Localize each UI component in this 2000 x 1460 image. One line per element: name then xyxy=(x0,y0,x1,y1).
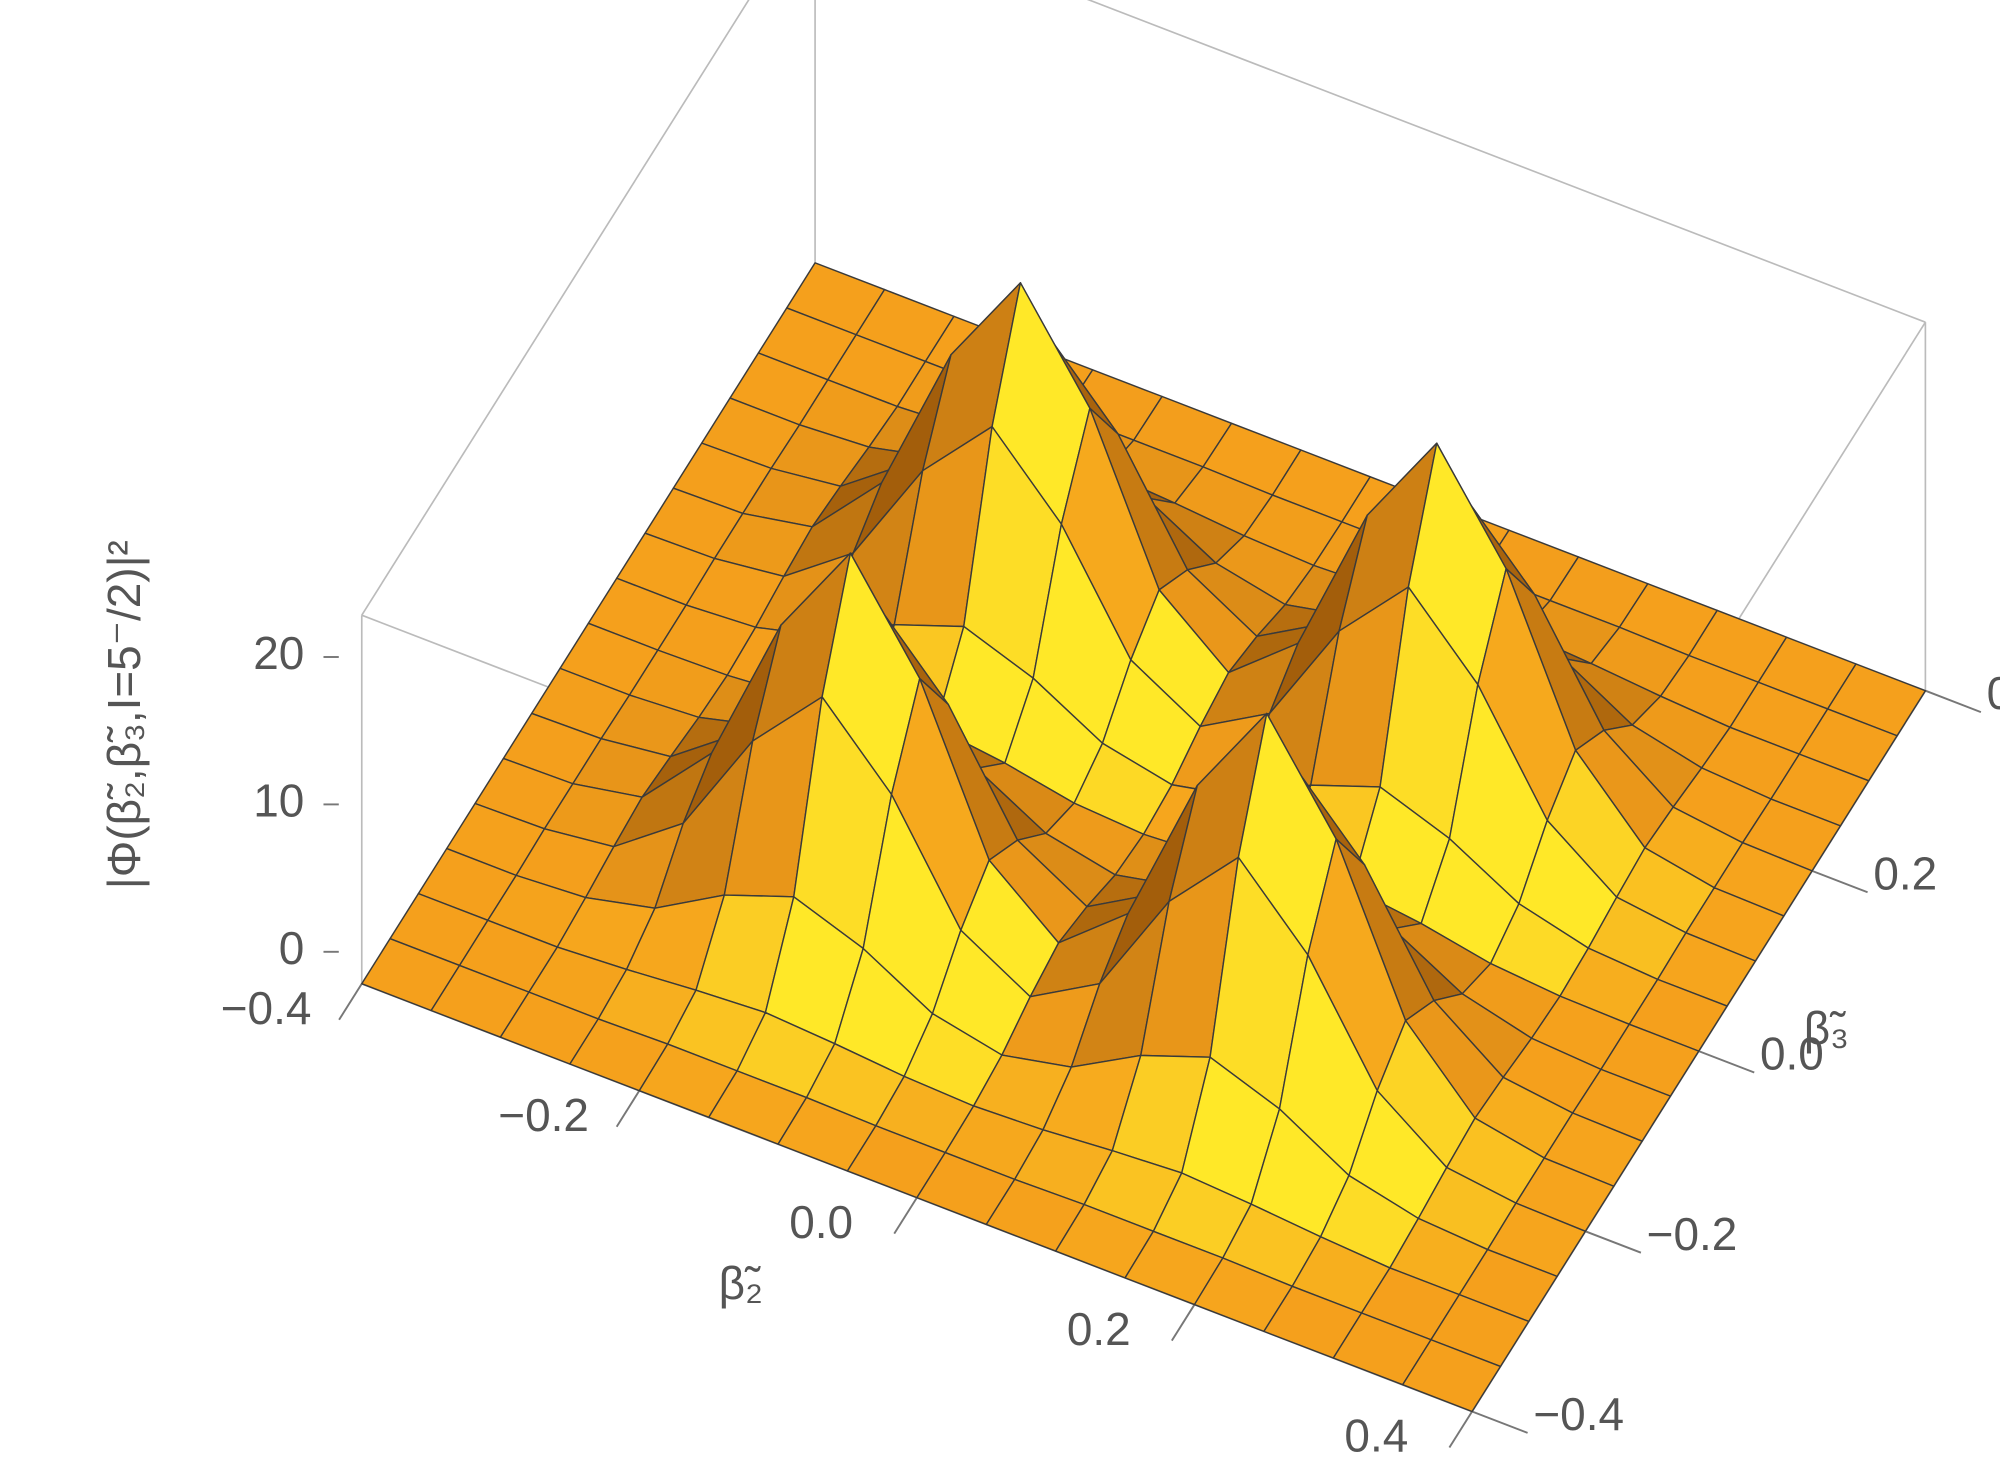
x-tick-label: −0.2 xyxy=(498,1089,589,1141)
x-tick-label: 0.2 xyxy=(1067,1303,1131,1355)
x-tick xyxy=(615,1090,641,1128)
x-tick-label: 0.0 xyxy=(789,1196,853,1248)
x-tick-label: 0.4 xyxy=(1344,1410,1408,1460)
y-tick xyxy=(1925,689,1982,713)
x-tick xyxy=(1448,1410,1473,1449)
y-tick-label: 0.2 xyxy=(1873,847,1937,899)
z-tick-label: 20 xyxy=(253,627,304,679)
y-tick xyxy=(1585,1230,1642,1254)
y-tick-label: 0.0 xyxy=(1760,1028,1824,1080)
y-tick-label: 0.4 xyxy=(1987,667,2000,719)
y-tick xyxy=(1698,1050,1755,1074)
x-tick xyxy=(1171,1304,1196,1342)
z-tick-label: 0 xyxy=(279,922,305,974)
x-axis-label: β̃₂ xyxy=(719,1257,763,1309)
y-axis-label: β̃₃ xyxy=(1804,1002,1849,1054)
x-tick-label: −0.4 xyxy=(221,982,312,1034)
surface-patch xyxy=(1401,1339,1502,1413)
y-tick-label: −0.4 xyxy=(1533,1388,1624,1440)
y-tick xyxy=(1471,1410,1528,1434)
x-tick xyxy=(338,983,363,1021)
z-tick-label: 10 xyxy=(253,775,304,827)
y-tick-label: −0.2 xyxy=(1647,1208,1738,1260)
y-tick xyxy=(1811,870,1868,894)
x-tick xyxy=(893,1197,918,1235)
z-axis-label: |Φ(β̃₂,β̃₃,I=5⁻/2)|² xyxy=(98,540,150,889)
box-edge xyxy=(1086,0,1926,323)
box-edge xyxy=(361,0,750,616)
